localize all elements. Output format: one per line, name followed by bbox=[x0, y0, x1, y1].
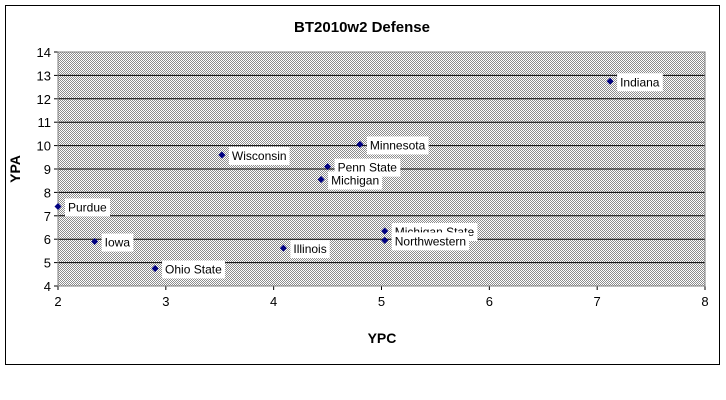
data-label-text: Ohio State bbox=[165, 262, 222, 276]
y-tick-label: 9 bbox=[44, 162, 51, 177]
y-tick-label: 12 bbox=[37, 92, 51, 107]
y-tick-label: 4 bbox=[44, 279, 51, 294]
data-point-marker bbox=[356, 140, 364, 148]
data-point-marker bbox=[381, 236, 389, 244]
y-tick-label: 13 bbox=[37, 68, 51, 83]
x-tick-label: 7 bbox=[594, 294, 601, 309]
data-label: Ohio State bbox=[162, 260, 226, 279]
data-point-marker bbox=[317, 176, 325, 184]
y-axis-title: YPA bbox=[7, 155, 23, 183]
data-label: Wisconsin bbox=[228, 146, 290, 165]
data-point-marker bbox=[151, 264, 159, 272]
data-label-background bbox=[101, 233, 134, 252]
x-tick-label: 8 bbox=[701, 294, 708, 309]
tick-labels: 4 5 6 7 8 9 10 11 12 13 14 2 3 4 5 6 7 8 bbox=[37, 45, 709, 309]
x-tick-label: 4 bbox=[270, 294, 277, 309]
data-label: Michigan bbox=[328, 171, 383, 190]
data-label: Minnesota bbox=[366, 136, 429, 155]
y-tick-label: 6 bbox=[44, 232, 51, 247]
data-label-text: Purdue bbox=[68, 200, 107, 214]
x-axis-title: YPC bbox=[368, 330, 397, 346]
y-tick-label: 7 bbox=[44, 209, 51, 224]
data-label-text: Penn State bbox=[338, 161, 398, 175]
data-label: Purdue bbox=[65, 198, 111, 217]
x-tick-label: 5 bbox=[378, 294, 385, 309]
plot-border bbox=[57, 51, 706, 287]
y-tick-label: 10 bbox=[37, 139, 51, 154]
data-label-text: Illinois bbox=[293, 242, 326, 256]
data-labels: Indiana Minnesota Wisconsin Penn StateMichi… bbox=[65, 73, 663, 279]
y-tick-label: 5 bbox=[44, 256, 51, 271]
data-label-background bbox=[391, 232, 470, 251]
data-label-background bbox=[290, 240, 330, 259]
data-label-background bbox=[162, 260, 226, 279]
x-tick-label: 2 bbox=[54, 294, 61, 309]
data-label-text: Michigan bbox=[331, 174, 379, 188]
data-points bbox=[54, 77, 614, 272]
data-label-text: Northwestern bbox=[395, 234, 466, 248]
data-point-marker bbox=[324, 163, 332, 171]
data-label-background bbox=[228, 146, 290, 165]
data-point-marker bbox=[381, 227, 389, 235]
axes bbox=[54, 51, 706, 290]
data-label-background bbox=[617, 73, 663, 92]
data-point-marker bbox=[218, 151, 226, 159]
data-point-marker bbox=[91, 238, 99, 246]
y-tick-label: 14 bbox=[37, 45, 51, 60]
x-tick-label: 3 bbox=[162, 294, 169, 309]
data-label-text: Wisconsin bbox=[232, 149, 287, 163]
y-tick-label: 8 bbox=[44, 185, 51, 200]
data-label: Iowa bbox=[101, 233, 134, 252]
data-label-background bbox=[328, 171, 383, 190]
chart-title: BT2010w2 Defense bbox=[294, 19, 430, 36]
data-label: Northwestern bbox=[391, 232, 470, 251]
data-label-text: Indiana bbox=[620, 75, 660, 89]
x-tick-label: 6 bbox=[486, 294, 493, 309]
data-point-marker bbox=[54, 202, 62, 210]
data-label-text: Iowa bbox=[105, 236, 131, 250]
data-point-marker bbox=[279, 244, 287, 252]
data-point-marker bbox=[606, 77, 614, 85]
data-label-text: Minnesota bbox=[370, 138, 426, 152]
data-label: Indiana bbox=[617, 73, 663, 92]
y-tick-label: 11 bbox=[38, 115, 52, 130]
data-label-background bbox=[65, 198, 111, 217]
data-label-background bbox=[366, 136, 429, 155]
data-label: Illinois bbox=[290, 240, 330, 259]
